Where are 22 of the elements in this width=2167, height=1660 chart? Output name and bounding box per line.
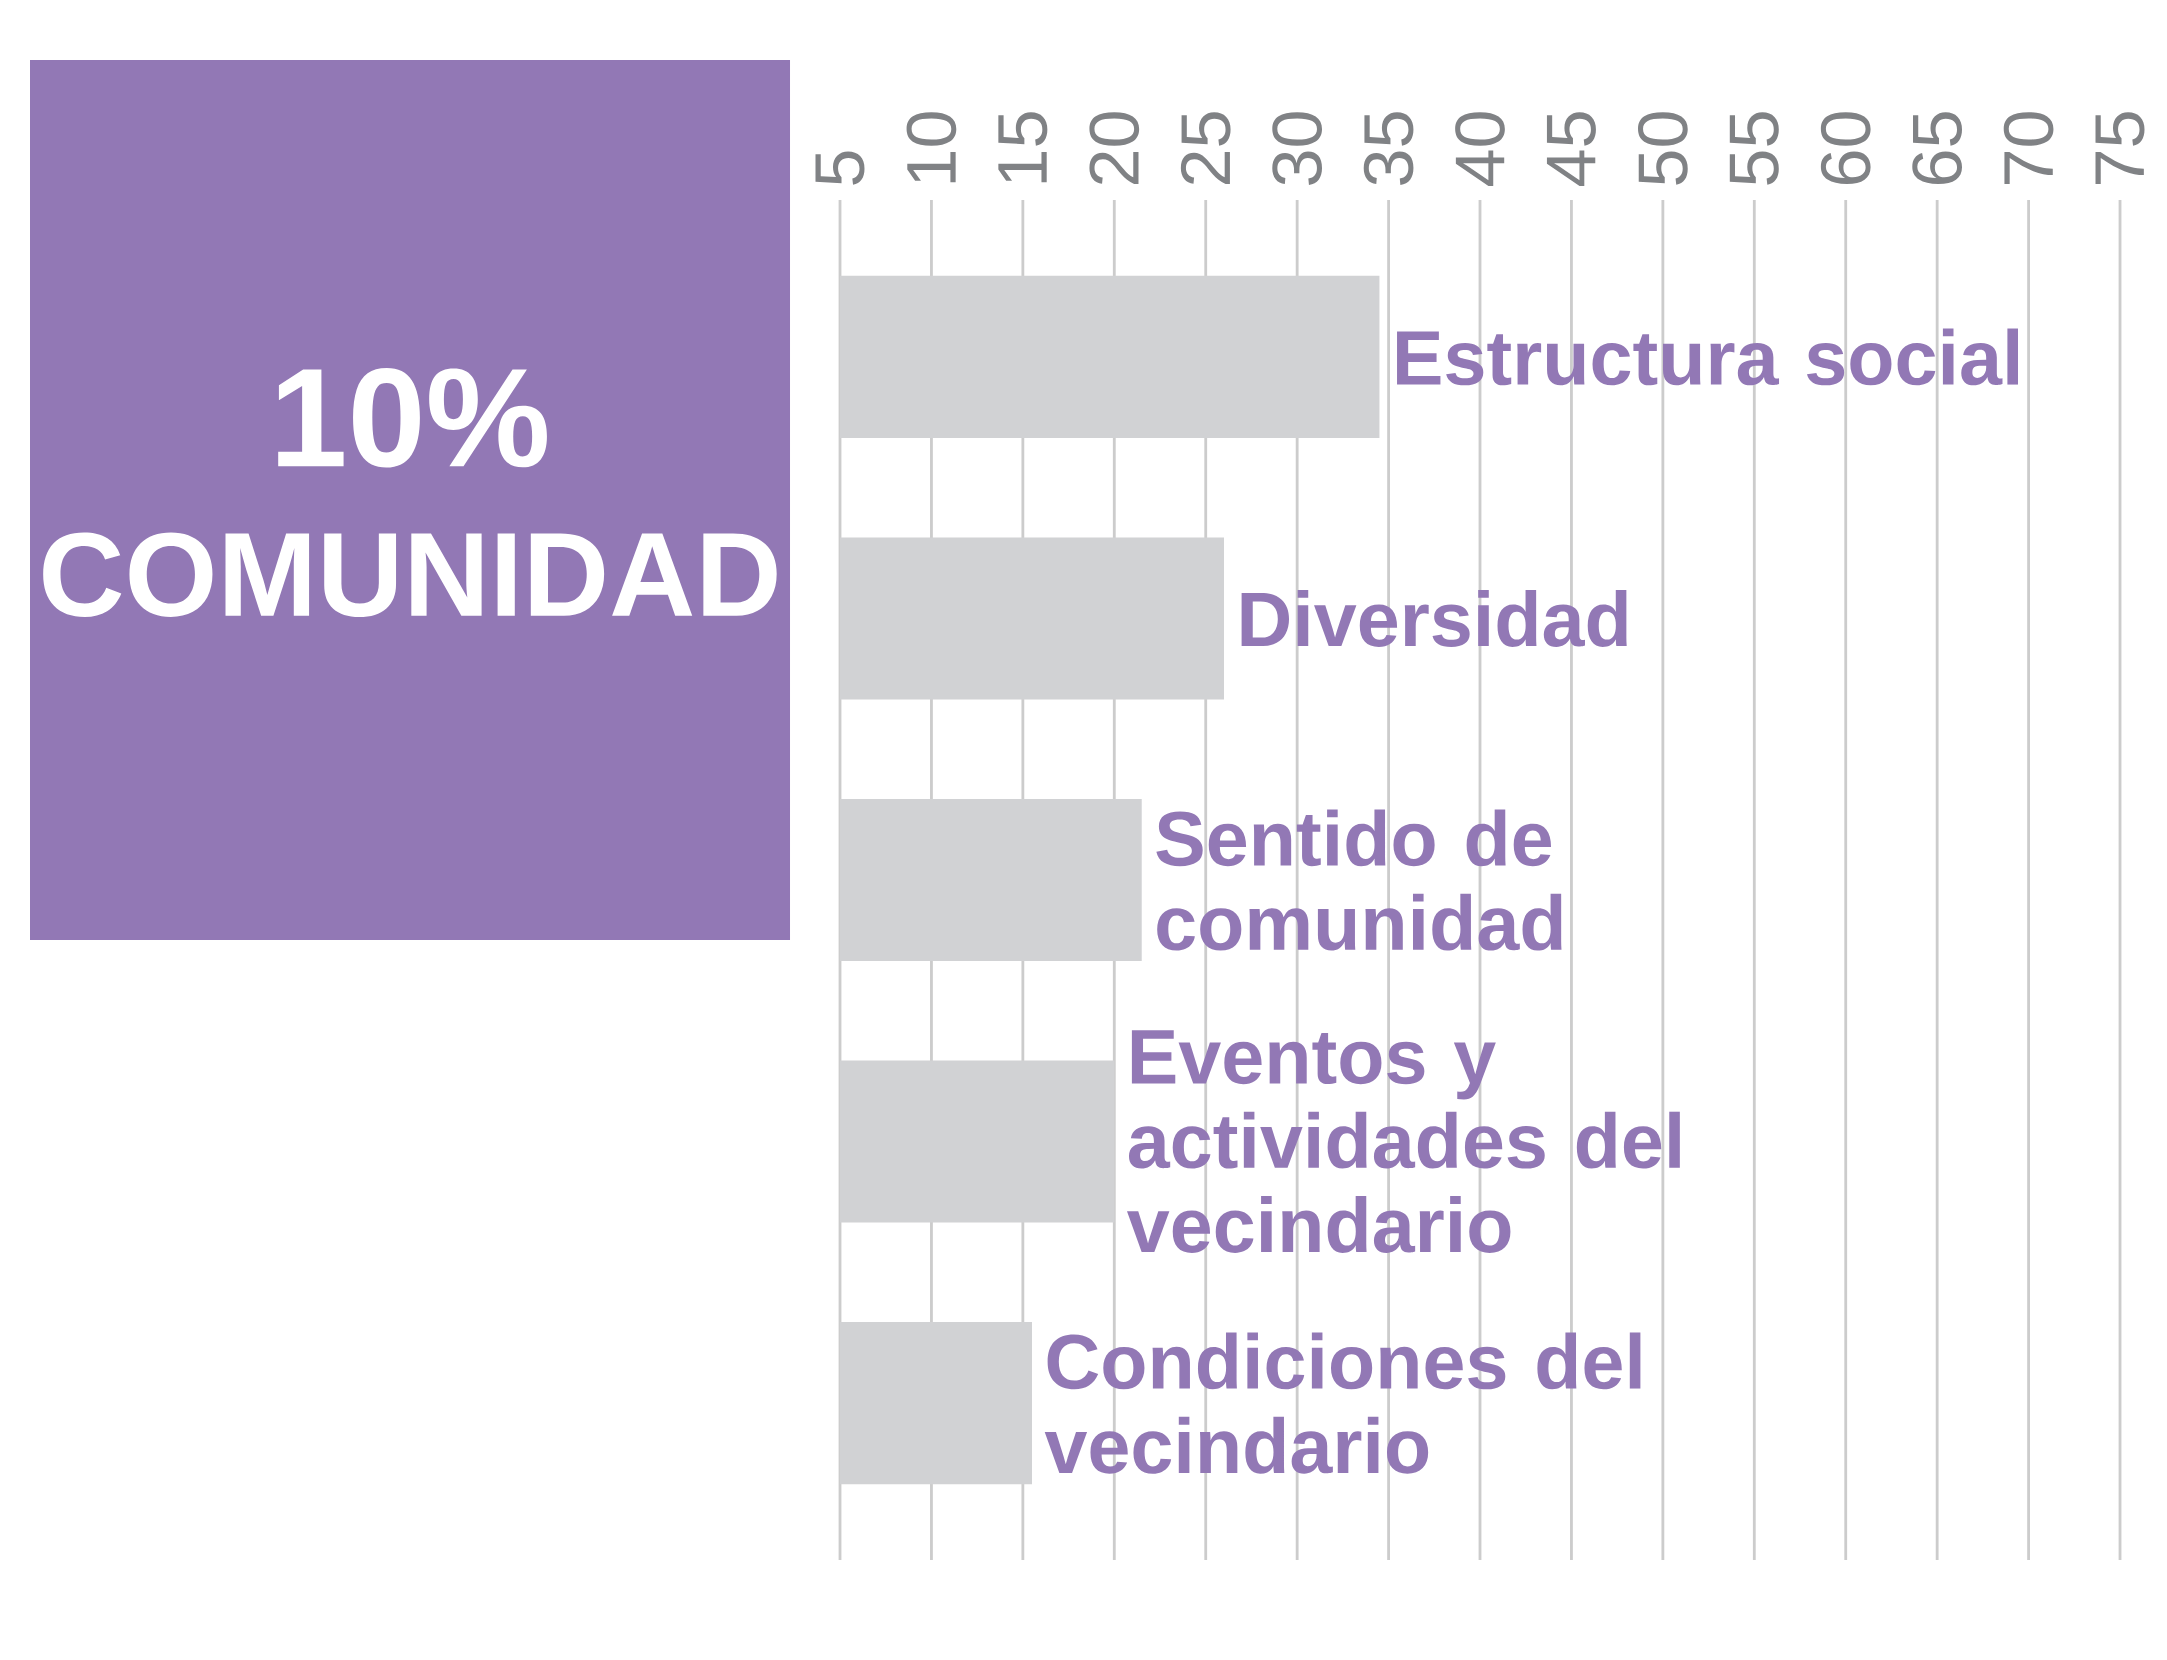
x-tick-label: 35 <box>1363 112 1414 185</box>
y-tick-label: Diversidad <box>1241 590 1627 647</box>
x-tick-label: 5 <box>815 151 865 185</box>
x-tick-label: 65 <box>1912 112 1963 185</box>
text: COMUNIDAD <box>43 532 777 617</box>
y-tick-label: Estructura social <box>1397 328 2018 386</box>
x-tick-label: 75 <box>2095 112 2145 185</box>
x-tick-label: 30 <box>1272 112 1323 185</box>
text: 10% <box>278 368 547 468</box>
y-tick-label: Sentido de comunidad <box>1156 809 1562 951</box>
y-tick-label: Eventos y actividades del vecindario <box>1126 1030 1680 1253</box>
x-tick-label: 45 <box>1546 112 1596 186</box>
x-tick-label: 50 <box>1638 112 1688 185</box>
y-tick-label: Condiciones del vecindario <box>1044 1332 1641 1474</box>
x-tick-label: 70 <box>2003 112 2054 185</box>
x-tick-label: 10 <box>906 112 957 183</box>
x-tick-label: 15 <box>998 112 1048 183</box>
x-tick-label: 20 <box>1089 112 1140 185</box>
x-tick-label: 40 <box>1455 112 1505 186</box>
x-tick-label: 25 <box>1180 112 1231 185</box>
x-tick-label: 60 <box>1820 112 1871 185</box>
x-tick-label: 55 <box>1729 112 1779 185</box>
